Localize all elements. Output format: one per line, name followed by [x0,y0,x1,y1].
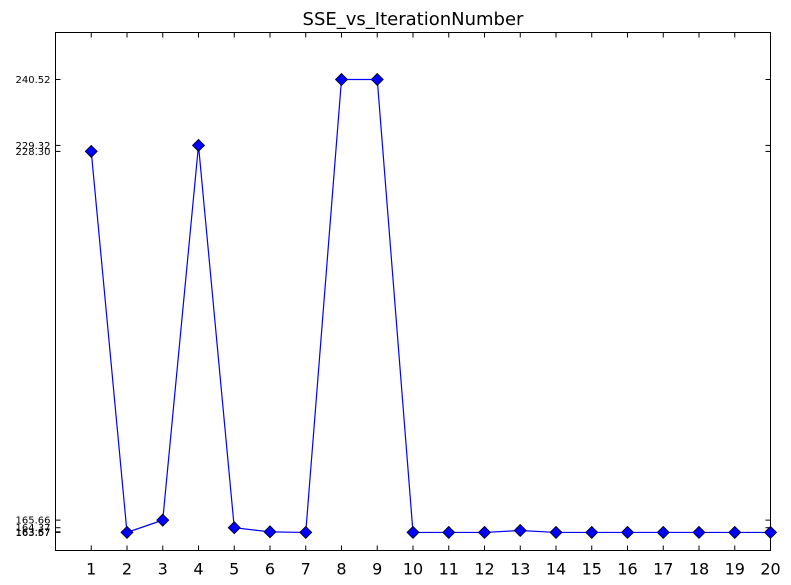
data-point-marker [585,525,599,539]
y-tick-label: 240.52 [16,75,51,86]
data-point-marker [692,525,706,539]
data-point-marker [728,525,742,539]
y-tick-label: 228.30 [16,147,51,158]
data-point-marker [156,513,170,527]
x-tick-label: 7 [301,560,311,579]
y-tick-label: 164.37 [16,523,51,534]
x-tick-label: 2 [122,560,132,579]
data-point-marker [370,72,384,87]
data-point-marker [477,525,492,539]
x-tick-label: 9 [372,560,382,579]
series-group [84,72,778,539]
data-point-marker [263,525,277,539]
data-point-marker [513,523,527,538]
data-point-marker [406,525,420,539]
x-tick-label: 15 [582,560,602,579]
x-tick-label: 4 [193,560,203,579]
data-point-marker [763,525,778,539]
y-tick-label: 165.66 [16,516,51,527]
data-point-marker [299,525,313,539]
x-tick-label: 20 [760,560,780,579]
x-tick-label: 6 [265,560,275,579]
data-point-marker [549,525,563,539]
x-tick-labels: 1 2 3 4 5 6 7 8 9 10 11 12 13 14 15 16 17 18 19 20 [86,560,781,579]
axis-ticks [55,32,771,551]
data-point-marker [334,72,349,87]
x-tick-label: 17 [653,560,673,579]
x-tick-label: 13 [510,560,530,579]
y-tick-label: 163.67 [16,527,51,538]
x-tick-label: 16 [617,560,637,579]
plot-frame [55,32,771,551]
data-point-marker [227,521,241,535]
x-tick-label: 1 [86,560,96,579]
x-tick-label: 8 [336,560,346,579]
data-point-marker [656,525,670,539]
data-point-marker [620,525,635,539]
x-tick-label: 12 [474,560,494,579]
x-tick-label: 19 [725,560,745,579]
chart-title: SSE_vs_IterationNumber [303,9,525,30]
x-tick-label: 18 [689,560,709,579]
x-tick-label: 11 [439,560,459,579]
data-point-marker [84,144,98,158]
x-tick-label: 5 [229,560,239,579]
y-tick-label: 163.57 [16,528,51,539]
data-point-marker [442,525,456,539]
data-point-marker [191,138,206,152]
x-tick-label: 3 [158,560,168,579]
x-tick-label: 14 [546,560,566,579]
data-point-marker [120,525,134,539]
x-tick-label: 10 [403,560,423,579]
y-tick-label: 229.32 [16,141,51,152]
series-line [90,78,771,534]
